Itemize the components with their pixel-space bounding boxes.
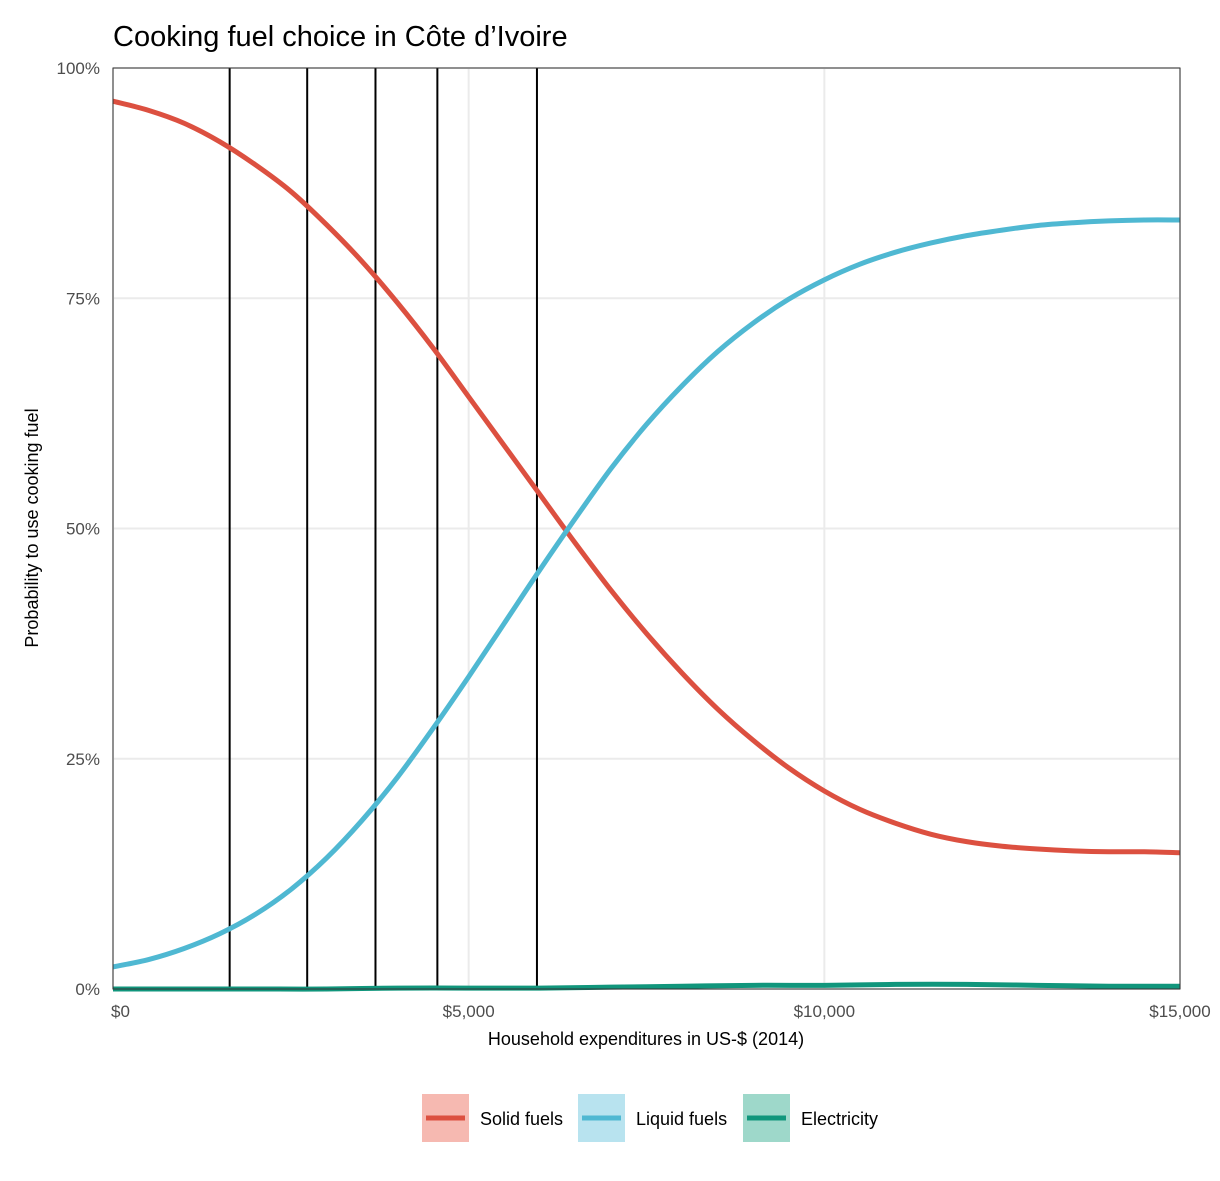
chart-title: Cooking fuel choice in Côte d’Ivoire (113, 21, 568, 53)
x-tick-label: $5,000 (443, 1002, 495, 1021)
x-tick-label: $10,000 (794, 1002, 855, 1021)
y-tick-label: 50% (66, 520, 100, 539)
y-axis-label: Probability to use cooking fuel (22, 408, 42, 647)
x-tick-labels: $0 $5,000 $10,000 $15,000 (111, 1002, 1211, 1021)
y-tick-label: 25% (66, 750, 100, 769)
series-line-liquid-fuels (112, 217, 1181, 970)
y-tick-label: 100% (57, 59, 100, 78)
series-line-solid-fuels (112, 98, 1181, 856)
legend-item-liquid-fuels: Liquid fuels (578, 1094, 727, 1142)
y-tick-label: 0% (75, 980, 100, 999)
x-axis-label: Household expenditures in US-$ (2014) (488, 1029, 804, 1049)
legend-label: Solid fuels (480, 1109, 563, 1129)
x-tick-label: $0 (111, 1002, 130, 1021)
y-tick-label: 75% (66, 289, 100, 308)
legend: Solid fuels Liquid fuels Electricity (422, 1094, 878, 1142)
legend-label: Electricity (801, 1109, 878, 1129)
x-tick-label: $15,000 (1149, 1002, 1210, 1021)
panel-border (112, 67, 1181, 990)
vertical-lines-layer (228, 68, 538, 989)
series-layer (112, 98, 1181, 992)
legend-label: Liquid fuels (636, 1109, 727, 1129)
grid-layer (112, 67, 1181, 990)
legend-item-electricity: Electricity (743, 1094, 878, 1142)
legend-item-solid-fuels: Solid fuels (422, 1094, 563, 1142)
y-tick-labels: 0% 25% 50% 75% 100% (57, 59, 100, 999)
